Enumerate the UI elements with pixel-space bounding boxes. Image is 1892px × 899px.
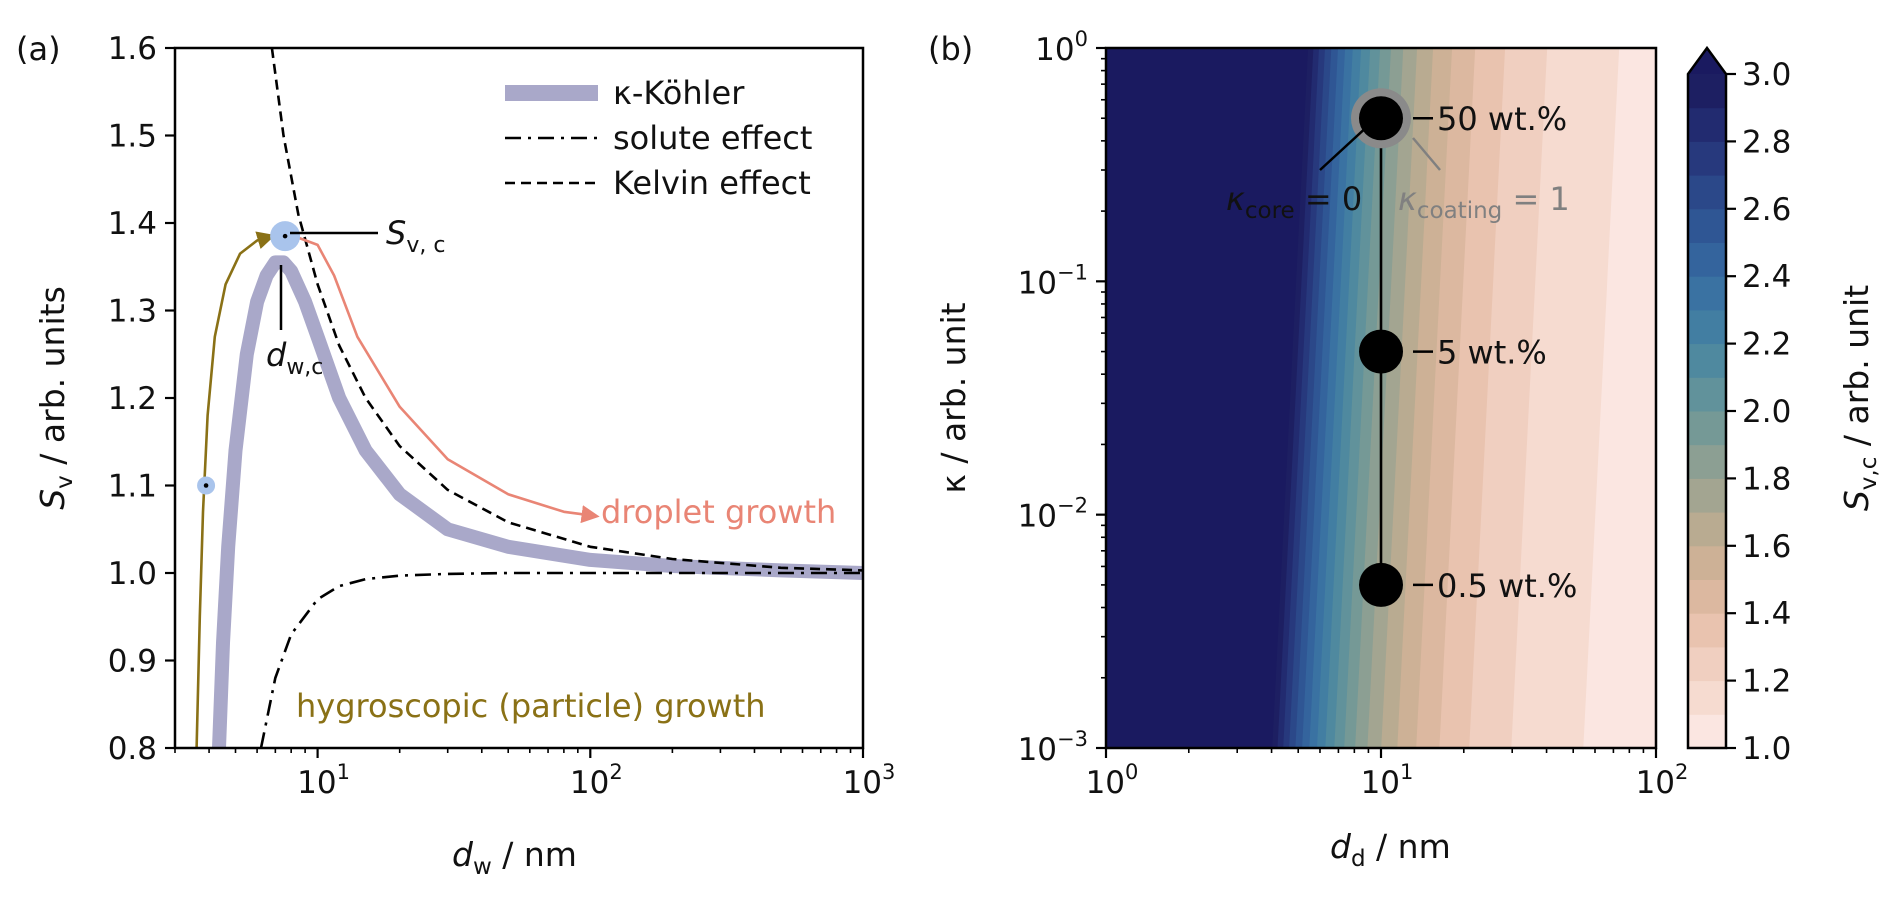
x-tick-label-a: 103 [843, 760, 896, 801]
panel-a-plot: 0.8 0.9 1.0 1.1 1.2 1.3 1.4 1.5 1.6 101 102 103 κ-K… [33, 31, 895, 880]
marker-dot [203, 483, 209, 488]
kappa-coating-annotation: κcoating = 1 [1398, 137, 1570, 224]
colorbar-band-8 [1688, 444, 1726, 479]
x-axis-label-b: dd / nm [1330, 827, 1451, 872]
colorbar-label: Sv,c / arb. unit [1837, 285, 1882, 511]
droplet-growth-label: droplet growth [601, 493, 836, 531]
hygroscopic-growth-label: hygroscopic (particle) growth [296, 687, 766, 725]
y-tick-label-a: 1.6 [108, 31, 157, 67]
svg-text:dw,c: dw,c [266, 336, 323, 380]
colorbar-band-15 [1688, 208, 1726, 243]
x-tick-label-b: 100 [1086, 760, 1139, 801]
series-line-droplet-growth-path [293, 234, 600, 524]
colorbar-band-4 [1688, 579, 1726, 614]
colorbar-band-1 [1688, 680, 1726, 715]
y-axis-label-a: Sv / arb. units [33, 286, 78, 510]
y-tick-label-a: 1.0 [108, 556, 157, 592]
x-tick-label-a: 102 [570, 760, 623, 801]
colorbar-band-3 [1688, 613, 1726, 648]
x-axis-label-a: dw / nm [452, 835, 577, 880]
colorbar-tick-label: 1.2 [1742, 664, 1791, 700]
colorbar-tick-label: 2.4 [1742, 259, 1791, 295]
dwc-annotation: dw,c [266, 265, 323, 380]
colorbar-band-6 [1688, 512, 1726, 547]
colorbar-band-0 [1688, 714, 1726, 749]
svc-annotation: Sv, c [290, 214, 445, 258]
colorbar-frame [1686, 45, 1728, 750]
x-tick-label-a: 101 [297, 760, 350, 801]
point-label-0: 50 wt.% [1437, 100, 1567, 138]
y-tick-label-a: 1.2 [108, 381, 157, 417]
y-tick-label-a: 1.1 [108, 469, 157, 505]
svg-text:κcoating = 1: κcoating = 1 [1398, 180, 1570, 224]
x-tick-label-b: 102 [1636, 760, 1689, 801]
marker-dot [282, 233, 288, 239]
colorbar-tick-label: 1.4 [1742, 596, 1791, 632]
colorbar-band-11 [1688, 343, 1726, 378]
legend-label-2: Kelvin effect [613, 164, 811, 202]
y-tick-label-b: 10−2 [1018, 494, 1088, 535]
colorbar-tick-label: 3.0 [1742, 57, 1791, 93]
colorbar-band-5 [1688, 545, 1726, 580]
panel-b-plot: 50 wt.% 5 wt.% 0.5 wt.% 100 101 102 10−3 10−2 1… [934, 27, 1688, 872]
legend-label-0: κ-Köhler [613, 74, 745, 112]
y-axis-label-b: κ / arb. unit [934, 302, 973, 493]
colorbar-band-2 [1688, 646, 1726, 682]
legend-label-1: solute effect [613, 119, 812, 157]
colorbar-band-19 [1688, 74, 1726, 109]
y-tick-label-a: 0.9 [108, 644, 157, 680]
point-2 [1359, 562, 1403, 607]
panel-label-a: (a) [16, 30, 61, 68]
series-line-kelvin-effect [270, 48, 863, 572]
y-tick-label-b: 100 [1035, 27, 1088, 68]
colorbar-tick-label: 2.8 [1742, 124, 1791, 160]
colorbar-tick-label: 2.2 [1742, 327, 1791, 363]
y-tick-label-a: 1.4 [108, 206, 157, 242]
colorbar-band-13 [1688, 276, 1726, 311]
y-tick-label-b: 10−1 [1018, 260, 1088, 301]
colorbar-tick-label: 1.0 [1742, 731, 1791, 767]
colorbar-band-16 [1688, 175, 1726, 210]
point-1 [1359, 329, 1403, 374]
colorbar-tick-label: 2.0 [1742, 394, 1791, 430]
colorbar: 1.0 1.2 1.4 1.6 1.8 2.0 2.2 2.4 2.6 2.8 3.0 Sv,c /… [1686, 45, 1882, 767]
contour-level-20 [1106, 48, 1309, 748]
point-label-2: 0.5 wt.% [1437, 567, 1577, 605]
series-line-hygroscopic-growth-path [195, 231, 276, 748]
colorbar-tick-label: 2.6 [1742, 192, 1791, 228]
colorbar-extend-arrow [1688, 48, 1726, 74]
series-line--k-hler [212, 255, 863, 748]
colorbar-tick-label: 1.8 [1742, 461, 1791, 497]
x-tick-label-b: 101 [1361, 760, 1414, 801]
colorbar-band-9 [1688, 411, 1726, 446]
colorbar-band-14 [1688, 242, 1726, 277]
colorbar-band-7 [1688, 478, 1726, 513]
svg-text:Sv, c: Sv, c [386, 214, 445, 258]
point-label-1: 5 wt.% [1437, 334, 1547, 372]
y-tick-label-a: 0.8 [108, 731, 157, 767]
point-0 [1359, 96, 1403, 141]
colorbar-band-18 [1688, 107, 1726, 142]
colorbar-band-12 [1688, 309, 1726, 345]
y-tick-label-b: 10−3 [1018, 727, 1088, 768]
y-tick-label-a: 1.3 [108, 294, 157, 330]
svg-text:κcore = 0: κcore = 0 [1226, 180, 1362, 224]
colorbar-band-10 [1688, 377, 1726, 412]
kappa-core-annotation: κcore = 0 [1226, 123, 1371, 224]
y-tick-label-a: 1.5 [108, 119, 157, 155]
colorbar-band-17 [1688, 141, 1726, 176]
panel-label-b: (b) [928, 30, 973, 68]
legend-a: κ-Köhler solute effect Kelvin effect [505, 74, 812, 202]
colorbar-tick-label: 1.6 [1742, 529, 1791, 565]
series-line-solute-effect [259, 571, 863, 748]
